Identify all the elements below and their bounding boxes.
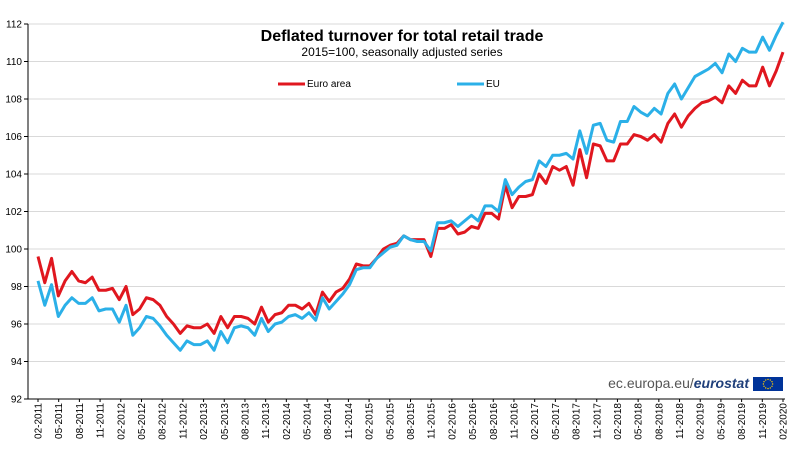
source-credit: ec.europa.eu/eurostat — [608, 375, 750, 391]
x-tick-label: 08-2019 — [737, 403, 748, 440]
x-tick-label: 05-2019 — [716, 403, 727, 440]
y-tick-label: 104 — [5, 170, 22, 181]
eu-flag-background — [753, 377, 783, 391]
x-tick-label: 11-2017 — [592, 403, 603, 439]
eu-flag-star — [762, 383, 765, 385]
legend-label-eu: EU — [486, 79, 500, 90]
x-tick-label: 05-2015 — [385, 403, 396, 440]
y-tick-label: 98 — [11, 282, 23, 293]
eu-flag-star — [763, 381, 765, 383]
legend: Euro area EU — [278, 79, 500, 90]
y-axis-ticks: 92 94 96 98 100 102 104 106 108 110 112 — [5, 20, 28, 406]
x-tick-label: 02-2013 — [199, 403, 210, 440]
eu-flag-star — [771, 383, 774, 385]
x-tick-label: 11-2019 — [758, 403, 769, 439]
eu-flag-stars — [762, 378, 774, 390]
x-tick-label: 02-2012 — [116, 403, 127, 440]
chart-subtitle: 2015=100, seasonally adjusted series — [301, 45, 502, 59]
x-tick-label: 08-2015 — [406, 403, 417, 440]
series-lines — [36, 21, 785, 352]
x-tick-label: 11-2013 — [261, 403, 272, 439]
y-tick-label: 96 — [11, 320, 23, 331]
x-tick-label: 05-2017 — [551, 403, 562, 440]
x-tick-label: 02-2014 — [282, 403, 293, 440]
x-tick-label: 02-2015 — [365, 403, 376, 440]
x-tick-label: 05-2011 — [54, 403, 65, 439]
x-tick-label: 05-2014 — [303, 403, 314, 440]
eu-flag-star — [765, 387, 767, 389]
eu-flag-star — [771, 385, 773, 387]
x-tick-label: 11-2011 — [96, 403, 107, 439]
y-tick-label: 100 — [5, 245, 22, 256]
eu-flag-star — [769, 387, 771, 389]
x-tick-label: 02-2016 — [447, 403, 458, 440]
x-tick-label: 08-2012 — [158, 403, 169, 440]
x-tick-label: 11-2018 — [675, 403, 686, 439]
x-tick-label: 08-2011 — [75, 403, 86, 439]
x-tick-label: 05-2012 — [137, 403, 148, 440]
eu-flag-star — [765, 379, 767, 381]
x-tick-label: 11-2015 — [427, 403, 438, 439]
x-tick-label: 08-2016 — [489, 403, 500, 440]
x-tick-label: 08-2017 — [572, 403, 583, 440]
y-tick-label: 102 — [5, 207, 22, 218]
eu-flag-star — [771, 381, 773, 383]
eu-flag-star — [769, 379, 771, 381]
y-tick-label: 110 — [6, 57, 22, 68]
x-tick-label: 11-2014 — [344, 403, 355, 439]
x-tick-label: 08-2014 — [323, 403, 334, 440]
x-tick-label: 02-2017 — [530, 403, 541, 440]
x-tick-label: 11-2012 — [178, 403, 189, 439]
legend-label-euro-area: Euro area — [307, 79, 351, 90]
x-tick-label: 02-2011 — [34, 403, 45, 439]
source-brand: eurostat — [694, 375, 751, 391]
source-prefix: ec.europa.eu/ — [608, 375, 694, 391]
y-tick-label: 92 — [11, 395, 23, 406]
eu-flag-star — [767, 387, 769, 390]
eu-flag-star — [767, 378, 769, 381]
x-tick-label: 05-2018 — [634, 403, 645, 440]
x-tick-label: 02-2019 — [696, 403, 707, 440]
x-axis-ticks: 02-2011 05-2011 08-2011 11-2011 02-2012 05-20… — [34, 399, 790, 440]
y-tick-label: 106 — [5, 132, 22, 143]
eu-flag-icon — [753, 377, 783, 391]
x-tick-label: 08-2013 — [240, 403, 251, 440]
series-line-eu — [36, 21, 785, 352]
x-tick-label: 05-2013 — [220, 403, 231, 440]
y-tick-label: 94 — [11, 357, 23, 368]
x-tick-label: 11-2016 — [509, 403, 520, 439]
x-tick-label: 05-2016 — [468, 403, 479, 440]
y-tick-label: 112 — [6, 20, 22, 31]
x-tick-label: 02-2020 — [779, 403, 790, 440]
eu-flag-star — [763, 385, 765, 387]
x-tick-label: 02-2018 — [613, 403, 624, 440]
gridlines — [28, 23, 785, 362]
x-tick-label: 08-2018 — [654, 403, 665, 440]
y-tick-label: 108 — [5, 95, 22, 106]
chart-title: Deflated turnover for total retail trade — [261, 28, 544, 45]
